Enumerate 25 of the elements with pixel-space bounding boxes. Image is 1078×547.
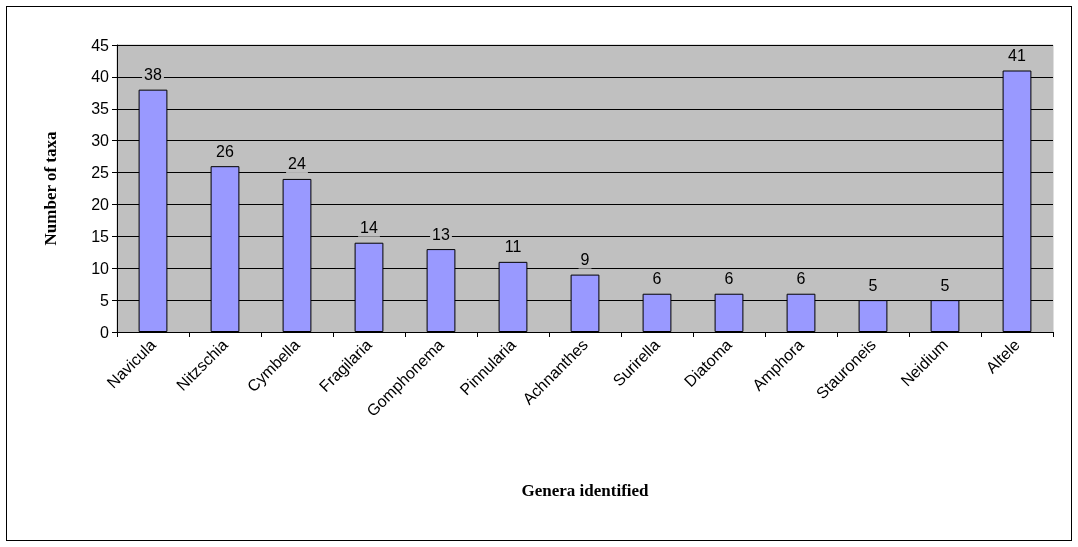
data-label: 6: [652, 270, 662, 288]
y-tick-label: 40: [91, 68, 110, 86]
y-tick-label: 5: [100, 291, 110, 309]
y-tick-label: 0: [100, 323, 110, 341]
data-label: 13: [432, 225, 450, 243]
data-label: 9: [580, 251, 590, 269]
data-label: 11: [504, 238, 522, 256]
data-label: 6: [796, 270, 806, 288]
data-label: 5: [868, 276, 878, 294]
y-tick-label: 45: [91, 36, 110, 54]
data-label: 6: [724, 270, 734, 288]
data-label: 41: [1008, 47, 1026, 65]
y-tick-label: 35: [91, 100, 110, 118]
y-axis-title: Number of taxa: [41, 131, 60, 246]
data-label: 38: [144, 66, 162, 84]
y-tick-label: 25: [91, 164, 110, 182]
data-label: 14: [360, 219, 378, 237]
data-label: 24: [288, 155, 306, 173]
y-tick-label: 20: [91, 195, 110, 213]
data-label: 5: [940, 276, 950, 294]
y-tick-label: 30: [91, 132, 110, 150]
x-axis-title: Genera identified: [521, 481, 650, 500]
y-tick-label: 15: [91, 227, 110, 245]
y-tick-label: 10: [91, 259, 110, 277]
data-label: 26: [216, 142, 234, 160]
